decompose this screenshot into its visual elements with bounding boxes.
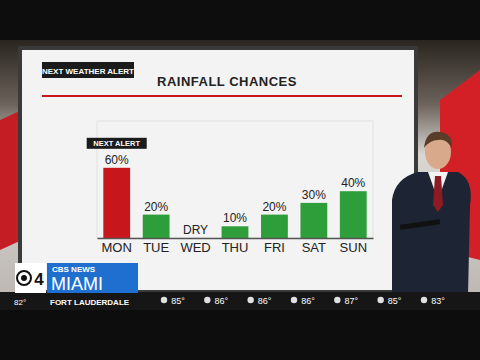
data-label: DRY [183,223,208,237]
weather-logo: NEXT WEATHER ALERT [42,62,134,78]
data-label: 60% [105,153,129,167]
scene: NEXT WEATHER ALERT RAINFALL CHANCES MON TUE… [0,0,480,360]
forecast-temperature: 83° [431,296,445,306]
weather-icon [377,297,383,303]
bar [103,168,130,238]
studio-background [0,40,480,295]
forecast-temperature: 86° [258,296,272,306]
alert-badge: NEXT ALERT [87,138,147,149]
tick-label: WED [180,240,210,255]
channel-number: 4 [34,270,44,289]
station-box [47,263,138,293]
tick: THU [222,238,249,255]
bar [222,226,249,238]
forecast-temperature: 85° [388,296,402,306]
channel-box [15,263,46,293]
letterbox [0,0,480,360]
bars [103,168,366,238]
station-name: MIAMI [51,274,103,294]
axis-line [98,238,374,240]
presenter-hair [424,132,452,148]
title-rule [42,95,402,97]
presenter-suit [392,172,471,295]
ticker-bar [0,292,480,310]
badge-text: NEXT ALERT [93,139,140,148]
bar [143,215,170,238]
cbs-pupil [21,275,27,281]
weather-icon [161,297,167,303]
presenter-tie [433,176,443,212]
bar [340,191,367,238]
logo-text: NEXT WEATHER ALERT [42,67,134,76]
screen-bezel [18,46,418,294]
forecast-temperature: 87° [345,296,359,306]
bar [300,203,327,238]
weather-icon [334,297,340,303]
tick: FRI [264,238,285,255]
tick-label: FRI [264,240,285,255]
forecast-temperature: 85° [171,296,185,306]
tick: SAT [302,238,326,255]
screen-panel [22,50,414,290]
data-label: 20% [144,200,168,214]
data-label: 40% [341,176,365,190]
logo-box [42,62,134,78]
current-temperature: 82° [14,298,26,307]
tick-label: SUN [340,240,367,255]
location-name: FORT LAUDERDALE [50,298,130,307]
forecast-temperature: 86° [215,296,229,306]
weather-icon [421,297,427,303]
forecast-temperature: 86° [301,296,315,306]
weather-icon [247,297,253,303]
x-axis: MON TUE WED THU FRI SAT SUN [98,238,374,255]
bar [261,215,288,238]
presenter-clicker [400,219,440,230]
chart-title: RAINFALL CHANCES [157,74,297,89]
data-labels: 60% 20% DRY 10% 20% 30% 40% [105,153,366,237]
forecast-ticker: 85° 86° 86° 86° 87° 85° 83° [161,296,445,306]
weather-icon [204,297,210,303]
badge-box [87,138,147,149]
tick: MON [102,238,132,255]
tick: TUE [143,238,169,255]
tick-label: TUE [143,240,169,255]
tick-label: SAT [302,240,326,255]
weather-icon [291,297,297,303]
tick-label: MON [102,240,132,255]
network-name: CBS NEWS [52,265,96,274]
data-label: 20% [262,200,286,214]
cbs-eye [17,271,31,285]
data-label: 30% [302,188,326,202]
presenter [392,132,471,295]
data-label: 10% [223,211,247,225]
tick: SUN [340,238,367,255]
tick: WED [180,238,210,255]
tick-label: THU [222,240,249,255]
